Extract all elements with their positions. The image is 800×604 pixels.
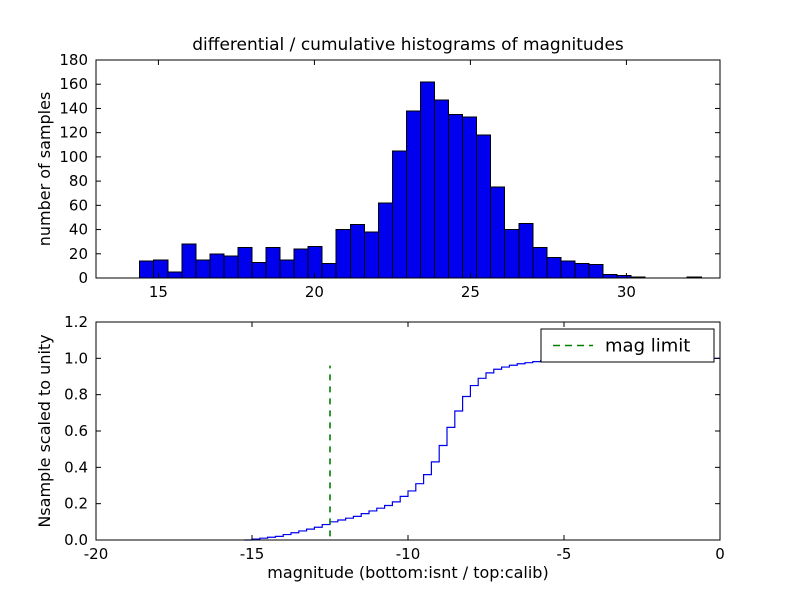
top-histogram-plot: 15 20 25 30 0 20 40 60 80 100 120 140 160 180 differen… bbox=[35, 35, 721, 301]
histogram-bar bbox=[476, 134, 492, 279]
y-tick-label: 1.0 bbox=[64, 349, 88, 367]
x-tick-label: 20 bbox=[305, 283, 324, 301]
histogram-bar bbox=[504, 229, 520, 279]
y-axis-label: number of samples bbox=[35, 92, 54, 247]
x-axis-label: magnitude (bottom:isnt / top:calib) bbox=[267, 563, 548, 582]
y-tick-label: 100 bbox=[59, 148, 88, 166]
histogram-bar bbox=[279, 259, 295, 279]
y-tick-label: 120 bbox=[59, 124, 88, 142]
chart-title: differential / cumulative histograms of … bbox=[192, 35, 624, 55]
y-tick-label: 0 bbox=[78, 269, 88, 287]
y-tick-label: 0.4 bbox=[64, 458, 88, 476]
histogram-bar bbox=[462, 116, 478, 279]
histogram-bar bbox=[490, 186, 506, 279]
y-tick-label: 180 bbox=[59, 51, 88, 69]
histogram-bar bbox=[167, 271, 183, 279]
y-tick-label: 80 bbox=[69, 172, 88, 190]
histogram-bar bbox=[139, 260, 155, 279]
histogram-bar bbox=[307, 246, 323, 279]
histogram-bar bbox=[377, 202, 393, 279]
y-axis-label: Nsample scaled to unity bbox=[35, 334, 54, 527]
y-tick-label: 40 bbox=[69, 221, 88, 239]
histogram-bar bbox=[265, 247, 281, 279]
histogram-bar bbox=[209, 253, 225, 279]
y-tick-label: 0.0 bbox=[64, 531, 88, 549]
histogram-bar bbox=[560, 260, 576, 279]
histogram-bar bbox=[518, 223, 534, 279]
histogram-bar bbox=[532, 247, 548, 279]
y-tick-label: 20 bbox=[69, 245, 88, 263]
histogram-bar bbox=[588, 264, 604, 279]
histogram-bar bbox=[153, 259, 169, 279]
histogram-bar bbox=[195, 259, 211, 279]
histogram-bar bbox=[293, 248, 309, 279]
x-tick-label: -20 bbox=[84, 545, 109, 563]
x-tick-label: 0 bbox=[715, 545, 725, 563]
histogram-bar bbox=[546, 256, 562, 279]
y-tick-label: 140 bbox=[59, 99, 88, 117]
x-tick-label: -10 bbox=[396, 545, 421, 563]
histogram-bar bbox=[251, 261, 267, 279]
histogram-bar bbox=[223, 255, 239, 279]
y-tick-label: 160 bbox=[59, 75, 88, 93]
histogram-bars bbox=[139, 81, 702, 279]
y-tick-label: 1.2 bbox=[64, 313, 88, 331]
y-tick-label: 0.2 bbox=[64, 495, 88, 513]
y-tick-label: 0.8 bbox=[64, 386, 88, 404]
axes-frame bbox=[95, 321, 721, 541]
histogram-bar bbox=[405, 110, 421, 279]
bottom-cumulative-plot: -20 -15 -10 -5 0 0.0 0.2 0.4 0.6 0.8 1.0 1.2 magnitu… bbox=[35, 313, 725, 582]
histogram-bar bbox=[181, 243, 197, 279]
x-tick-label: 15 bbox=[149, 283, 168, 301]
histogram-bar bbox=[363, 231, 379, 279]
histogram-bar bbox=[434, 99, 450, 279]
y-tick-label: 60 bbox=[69, 196, 88, 214]
histogram-bar bbox=[321, 262, 337, 279]
histogram-bar bbox=[419, 81, 436, 279]
histogram-bar bbox=[391, 150, 407, 279]
axes-frame bbox=[95, 59, 721, 279]
histogram-bar bbox=[335, 229, 351, 279]
legend-label: mag limit bbox=[605, 336, 690, 357]
x-tick-label: -15 bbox=[240, 545, 265, 563]
cumulative-step-line bbox=[244, 357, 720, 541]
x-tick-label: -5 bbox=[557, 545, 572, 563]
histogram-bar bbox=[448, 114, 464, 279]
histogram-bar bbox=[574, 262, 590, 279]
x-tick-label: 25 bbox=[461, 283, 480, 301]
histogram-bar bbox=[349, 224, 365, 279]
histogram-bar bbox=[237, 247, 253, 279]
x-tick-label: 30 bbox=[617, 283, 636, 301]
y-tick-label: 0.6 bbox=[64, 422, 88, 440]
legend: mag limit bbox=[540, 328, 715, 363]
histogram-bar bbox=[602, 273, 618, 279]
